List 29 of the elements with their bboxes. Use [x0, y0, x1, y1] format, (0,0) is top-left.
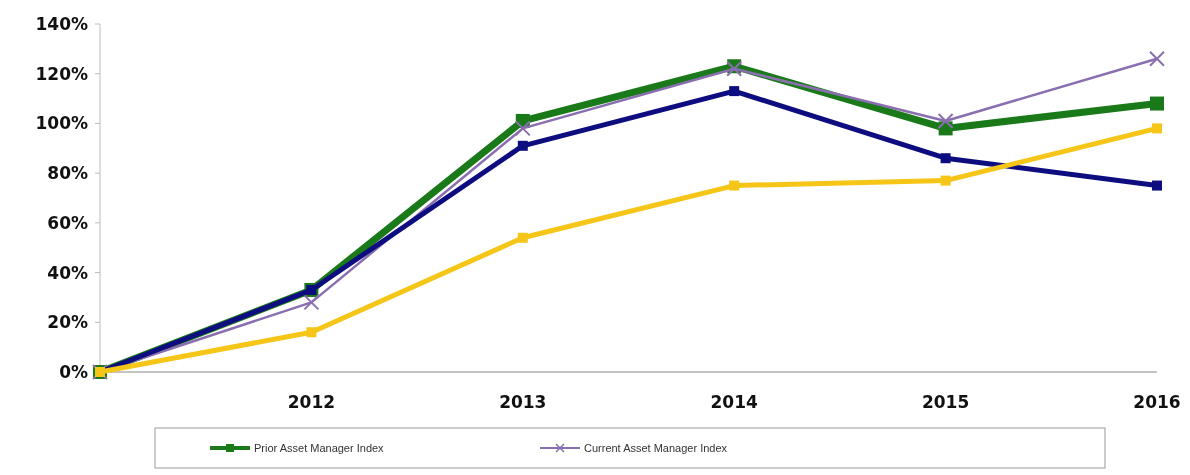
- point: [306, 327, 317, 338]
- x-tick-label: 2015: [921, 392, 970, 412]
- point: [729, 86, 740, 97]
- point: [303, 294, 320, 311]
- x-tick-label: 2012: [287, 392, 336, 412]
- point: [517, 140, 528, 151]
- y-tick-label: 20%: [47, 312, 88, 333]
- point: [1150, 96, 1164, 111]
- point: [937, 112, 954, 129]
- y-tick-label: 120%: [35, 63, 88, 84]
- y-tick-label: 60%: [47, 212, 88, 233]
- point: [940, 175, 951, 186]
- y-tick-label: 40%: [47, 262, 88, 283]
- x-tick-label: 2013: [499, 392, 547, 412]
- point: [1152, 180, 1162, 191]
- point: [940, 153, 951, 164]
- y-tick-label: 0%: [59, 361, 88, 382]
- x-tick-label: 2016: [1133, 392, 1181, 412]
- point: [1152, 123, 1162, 134]
- y-tick-label: 80%: [47, 163, 88, 184]
- y-tick-label: 100%: [35, 113, 88, 134]
- legend-label: Current Asset Manager Index: [584, 442, 728, 454]
- legend-label: Prior Asset Manager Index: [254, 442, 385, 454]
- y-tick-label: 140%: [35, 13, 88, 34]
- point: [1149, 50, 1165, 67]
- point: [514, 120, 531, 137]
- point: [729, 180, 740, 191]
- x-tick-label: 2014: [710, 392, 759, 412]
- point: [517, 232, 528, 243]
